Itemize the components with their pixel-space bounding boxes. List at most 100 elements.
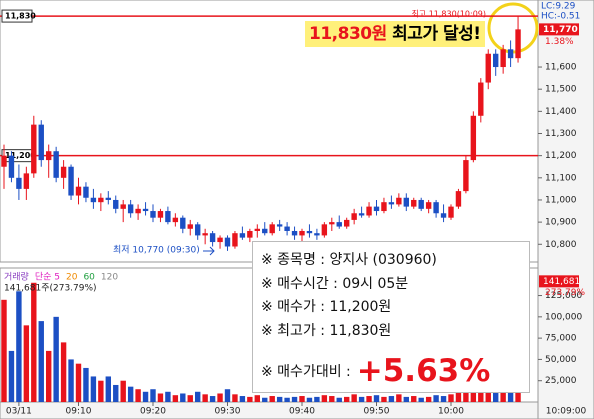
- y-tick-label: 11,400: [545, 107, 577, 117]
- candle-body: [90, 197, 97, 203]
- candle-body: [433, 202, 439, 214]
- candle-body: [321, 224, 328, 236]
- volume-bar: [440, 396, 447, 402]
- volume-bar: [239, 396, 246, 402]
- candle-body: [418, 199, 424, 209]
- right-axis-area: [537, 0, 594, 419]
- candle-body: [232, 233, 238, 247]
- volume-bar: [262, 397, 268, 402]
- candle-body: [31, 124, 37, 174]
- volume-bar: [217, 393, 223, 402]
- candle-body: [291, 230, 298, 236]
- volume-bar: [396, 394, 402, 402]
- info-row: ※ 매수시간 : 09시 05분: [261, 275, 409, 292]
- volume-bar: [232, 394, 238, 402]
- candle-body: [306, 230, 313, 234]
- volume-bar: [187, 395, 193, 402]
- volume-bar: [172, 395, 179, 402]
- candle-body: [284, 226, 290, 231]
- volume-bar: [388, 396, 395, 402]
- volume-bar: [381, 396, 387, 402]
- x-end-label: 10:09:00: [546, 407, 587, 417]
- candle-body: [425, 202, 432, 209]
- volume-bar: [1, 299, 7, 402]
- y-tick-label: 125,000: [545, 291, 582, 301]
- last-volume: 141,681: [543, 277, 580, 287]
- last-price-box: [539, 23, 579, 36]
- candle-body: [262, 228, 268, 234]
- y-tick-label: 11,000: [545, 195, 577, 205]
- volume-bar: [254, 395, 260, 402]
- volume-bar: [247, 396, 253, 402]
- volume-bar: [425, 396, 432, 402]
- volume-bar: [373, 395, 380, 402]
- candle-body: [478, 82, 484, 116]
- volume-bar: [455, 389, 462, 402]
- volume-bar: [53, 316, 59, 402]
- candle-body: [239, 233, 246, 238]
- volume-bar: [68, 359, 74, 402]
- candle-body: [113, 199, 119, 209]
- volume-bar: [142, 391, 149, 402]
- candle-body: [8, 155, 15, 178]
- candle-body: [351, 213, 357, 220]
- volume-bar: [38, 321, 44, 402]
- volume-bar: [46, 350, 52, 402]
- candle-body: [75, 186, 82, 196]
- candle-body: [16, 177, 22, 189]
- candle-body: [83, 186, 89, 198]
- candle-body: [98, 197, 104, 203]
- candle-body: [187, 224, 193, 229]
- volume-bar: [329, 396, 335, 402]
- y-tick-label: 11,200: [545, 151, 577, 161]
- volume-bar: [83, 367, 89, 402]
- volume-bar: [195, 391, 201, 402]
- info-row: ※ 종목명 : 양지사 (030960): [261, 252, 437, 268]
- candle-body: [120, 204, 126, 209]
- headline-text: 최고가 달성!: [392, 24, 481, 44]
- lc-label: LC:9.29: [541, 2, 576, 12]
- candle-body: [455, 191, 462, 207]
- candle-body: [127, 204, 134, 214]
- candle-body: [336, 222, 342, 227]
- volume-bar: [113, 384, 119, 402]
- volume-bar: [90, 376, 97, 402]
- y-tick-label: 10,800: [545, 240, 577, 250]
- volume-bar: [16, 291, 22, 402]
- volume-bar: [31, 282, 37, 402]
- volume-bar: [224, 389, 231, 402]
- legend-item: 20: [66, 273, 78, 283]
- legend-item: 단순 5: [35, 272, 60, 283]
- volume-bar: [336, 397, 342, 402]
- candle-body: [366, 206, 372, 216]
- candle-body: [1, 155, 7, 167]
- volume-bar: [75, 363, 82, 402]
- candle-body: [299, 230, 305, 236]
- hc-label: HC:-0.51: [541, 12, 580, 22]
- candle-body: [463, 160, 469, 192]
- volume-bar: [314, 396, 320, 402]
- volume-bar: [180, 393, 186, 402]
- candle-body: [381, 202, 387, 212]
- y-tick-label: 10,900: [545, 218, 577, 228]
- candle-body: [195, 224, 201, 236]
- volume-bar: [448, 394, 454, 402]
- candle-body: [105, 197, 111, 200]
- volume-bar: [105, 376, 111, 402]
- volume-bar: [306, 397, 313, 402]
- candle-body: [135, 208, 141, 214]
- y-tick-label: 11,300: [545, 129, 577, 139]
- volume-bar: [98, 380, 104, 402]
- low-arrow: [203, 246, 215, 256]
- y-tick-label: 11,500: [545, 85, 577, 95]
- x-tick-label: 09:40: [289, 407, 315, 417]
- x-tick-label: 09:20: [140, 407, 166, 417]
- candle-body: [373, 206, 380, 212]
- candle-body: [165, 211, 171, 223]
- volume-summary: 141,681주(273.79%): [4, 283, 97, 294]
- legend-item: 60: [83, 273, 95, 283]
- volume-bar: [60, 342, 67, 402]
- candle-body: [507, 49, 514, 59]
- volume-bar: [351, 394, 357, 402]
